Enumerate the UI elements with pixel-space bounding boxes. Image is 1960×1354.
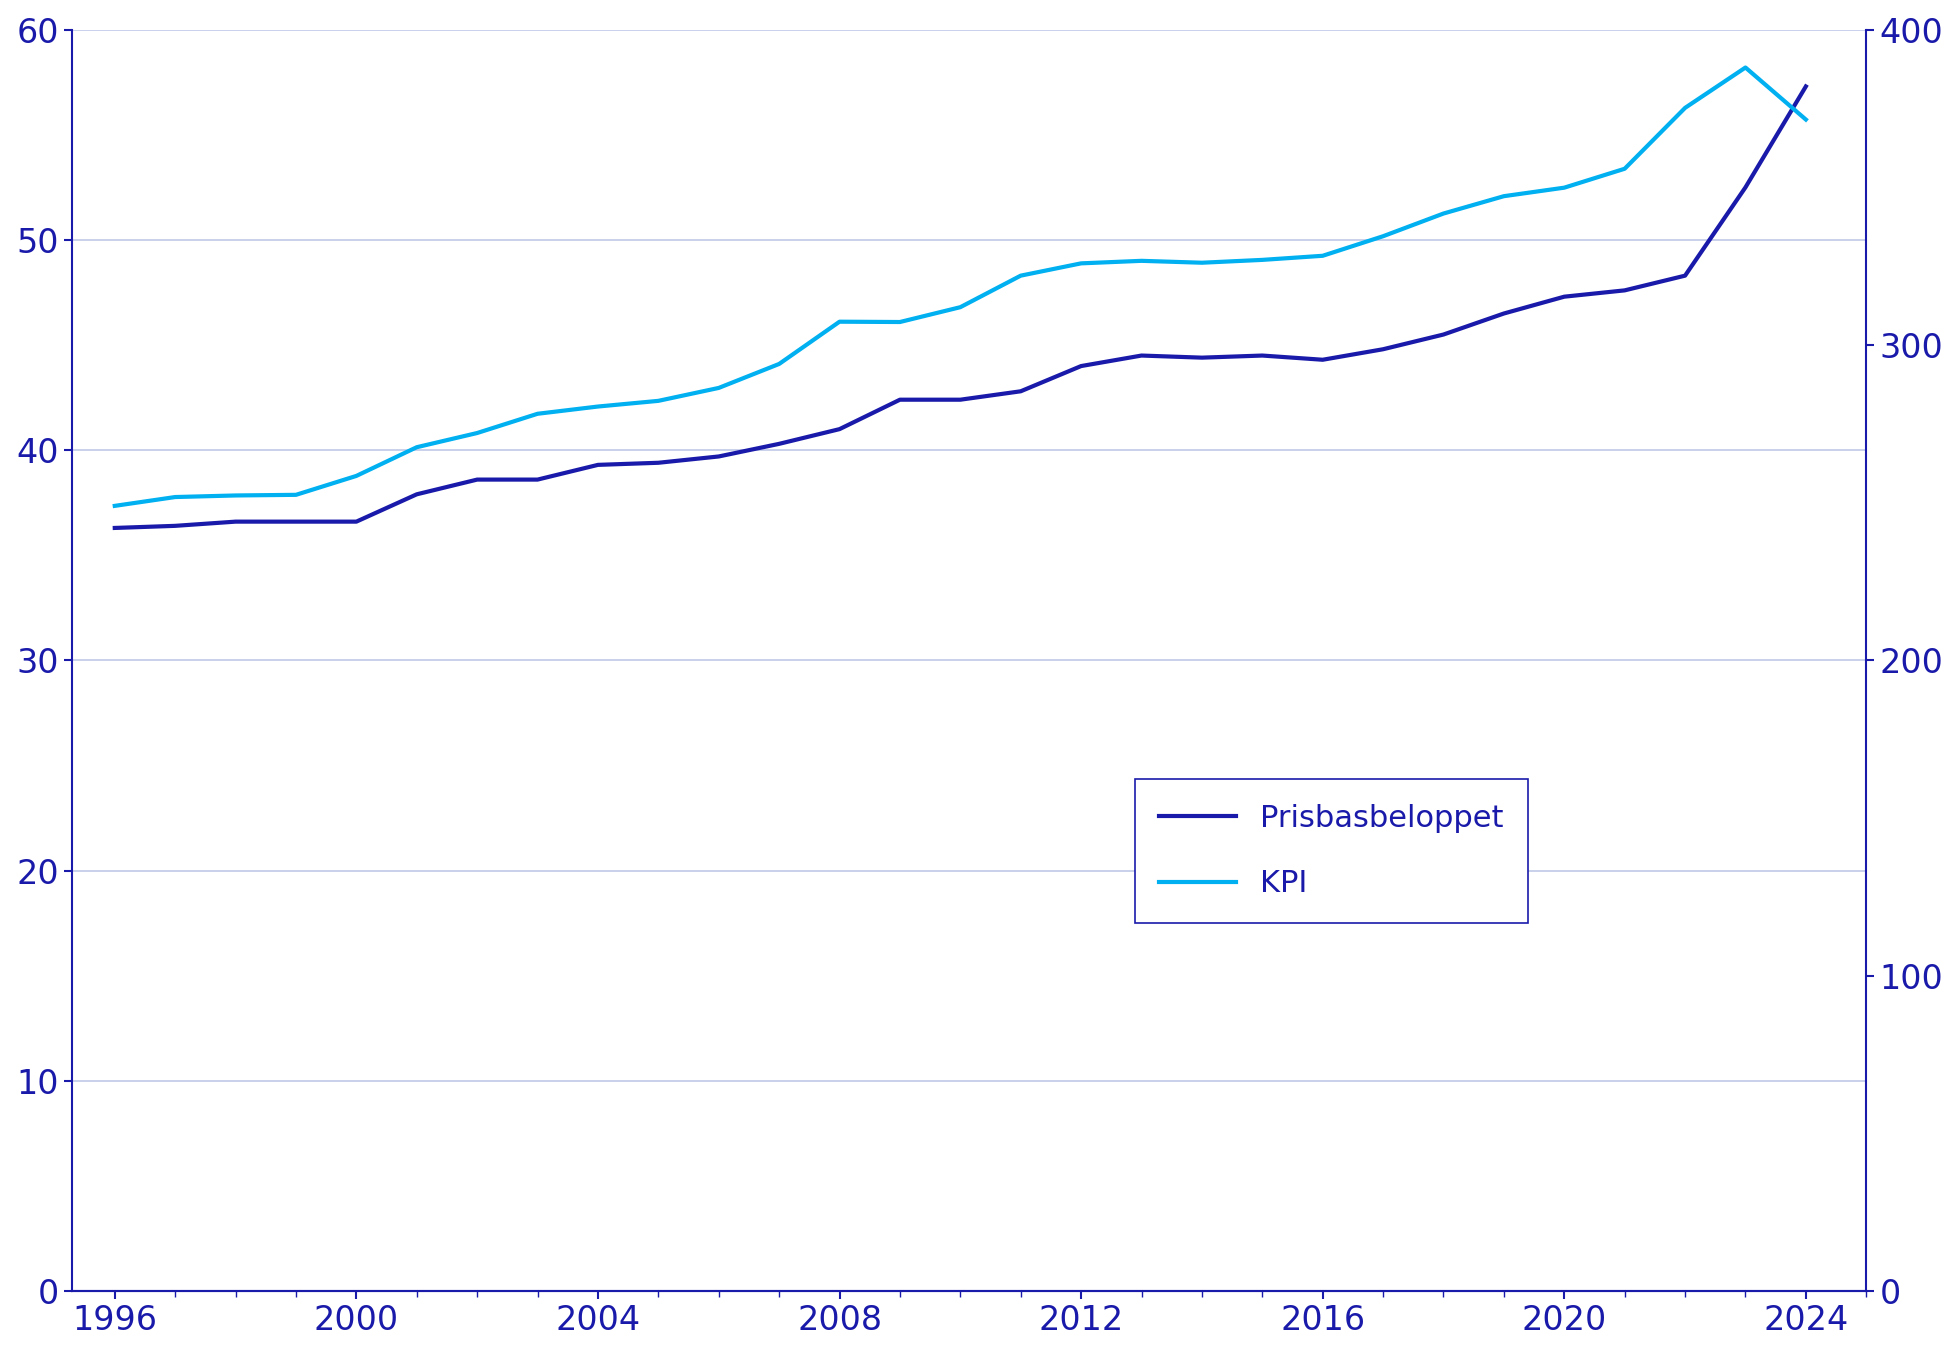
Prisbasbeloppet (223, 513, 247, 529)
Prisbasbeloppet (1674, 268, 1697, 284)
Prisbasbeloppet (1311, 352, 1335, 368)
Prisbasbeloppet (1613, 282, 1637, 298)
KPI (525, 406, 549, 422)
KPI (163, 489, 186, 505)
Prisbasbeloppet (888, 391, 911, 408)
Prisbasbeloppet (1793, 79, 1817, 95)
Prisbasbeloppet (1735, 179, 1758, 195)
KPI (1129, 253, 1152, 269)
Prisbasbeloppet (647, 455, 670, 471)
Prisbasbeloppet (104, 520, 127, 536)
KPI (1552, 180, 1576, 196)
KPI (888, 314, 911, 330)
KPI (708, 380, 731, 397)
Line: KPI: KPI (116, 68, 1805, 506)
KPI (1492, 188, 1515, 204)
Prisbasbeloppet (284, 513, 308, 529)
Line: Prisbasbeloppet: Prisbasbeloppet (116, 87, 1805, 528)
KPI (1793, 111, 1817, 127)
Prisbasbeloppet (1492, 306, 1515, 322)
Prisbasbeloppet (465, 471, 488, 487)
KPI (345, 467, 368, 483)
Prisbasbeloppet (949, 391, 972, 408)
KPI (465, 425, 488, 441)
KPI (1431, 206, 1454, 222)
Prisbasbeloppet (586, 456, 610, 473)
KPI (768, 356, 792, 372)
Prisbasbeloppet (1190, 349, 1213, 366)
KPI (1070, 256, 1094, 272)
KPI (827, 314, 851, 330)
KPI (104, 498, 127, 515)
KPI (586, 398, 610, 414)
KPI (1009, 268, 1033, 284)
KPI (1311, 248, 1335, 264)
KPI (223, 487, 247, 504)
Prisbasbeloppet (1552, 288, 1576, 305)
Legend: Prisbasbeloppet, KPI: Prisbasbeloppet, KPI (1135, 779, 1529, 922)
Prisbasbeloppet (345, 513, 368, 529)
KPI (406, 439, 429, 455)
KPI (284, 486, 308, 502)
Prisbasbeloppet (1009, 383, 1033, 399)
KPI (647, 393, 670, 409)
Prisbasbeloppet (1250, 348, 1274, 364)
Prisbasbeloppet (163, 517, 186, 533)
Prisbasbeloppet (406, 486, 429, 502)
Prisbasbeloppet (1070, 357, 1094, 374)
Prisbasbeloppet (525, 471, 549, 487)
Prisbasbeloppet (768, 436, 792, 452)
Prisbasbeloppet (1372, 341, 1396, 357)
KPI (949, 299, 972, 315)
KPI (1735, 60, 1758, 76)
KPI (1372, 227, 1396, 244)
Prisbasbeloppet (1431, 326, 1454, 343)
Prisbasbeloppet (708, 448, 731, 464)
KPI (1250, 252, 1274, 268)
KPI (1613, 161, 1637, 177)
Prisbasbeloppet (827, 421, 851, 437)
Prisbasbeloppet (1129, 348, 1152, 364)
KPI (1674, 100, 1697, 116)
KPI (1190, 255, 1213, 271)
